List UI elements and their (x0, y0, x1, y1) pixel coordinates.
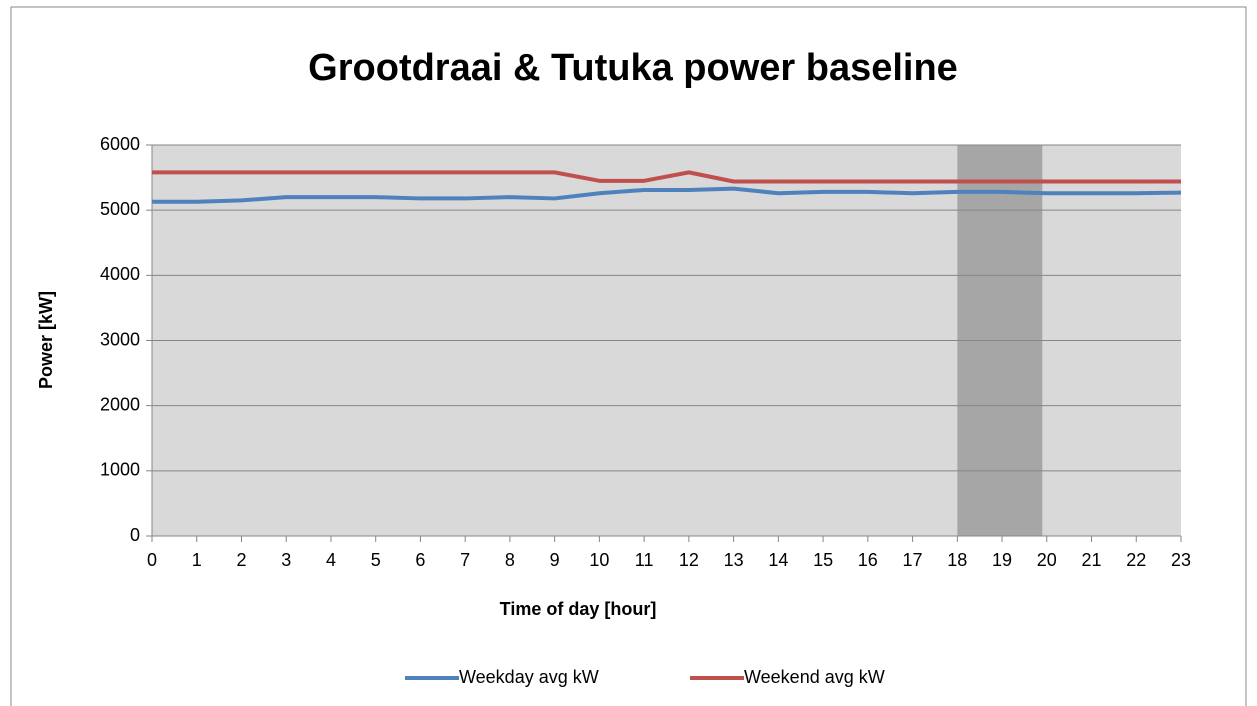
y-tick-label: 6000 (100, 134, 140, 154)
y-tick-label: 2000 (100, 394, 140, 414)
x-tick-label: 20 (1037, 550, 1057, 570)
x-tick-label: 2 (236, 550, 246, 570)
x-tick-label: 22 (1126, 550, 1146, 570)
x-tick-label: 11 (635, 550, 654, 570)
x-tick-label: 19 (992, 550, 1012, 570)
y-tick-label: 5000 (100, 199, 140, 219)
y-tick-label: 3000 (100, 329, 140, 349)
x-tick-label: 10 (589, 550, 609, 570)
x-tick-label: 9 (550, 550, 560, 570)
x-tick-label: 17 (903, 550, 923, 570)
x-tick-label: 13 (724, 550, 744, 570)
x-tick-label: 5 (371, 550, 381, 570)
y-tick-label: 1000 (100, 460, 140, 480)
x-axis-label: Time of day [hour] (500, 599, 657, 619)
x-tick-label: 3 (281, 550, 291, 570)
y-tick-label: 0 (130, 525, 140, 545)
x-tick-label: 7 (460, 550, 470, 570)
x-tick-label: 23 (1171, 550, 1191, 570)
x-tick-label: 21 (1082, 550, 1102, 570)
line-series (152, 170, 1181, 184)
x-tick-label: 16 (858, 550, 878, 570)
x-tick-label: 0 (147, 550, 157, 570)
legend-label: Weekend avg kW (744, 667, 885, 687)
x-tick-label: 18 (947, 550, 967, 570)
x-tick-label: 14 (768, 550, 788, 570)
x-tick-label: 1 (192, 550, 202, 570)
x-tick-label: 4 (326, 550, 336, 570)
x-tick-label: 8 (505, 550, 515, 570)
y-tick-label: 4000 (100, 264, 140, 284)
x-tick-label: 15 (813, 550, 833, 570)
x-tick-label: 12 (679, 550, 699, 570)
legend-label: Weekday avg kW (459, 667, 599, 687)
line-series (152, 186, 1182, 204)
x-tick-label: 6 (415, 550, 425, 570)
chart-title: Grootdraai & Tutuka power baseline (308, 47, 958, 89)
y-axis-label: Power [kW] (36, 291, 56, 389)
